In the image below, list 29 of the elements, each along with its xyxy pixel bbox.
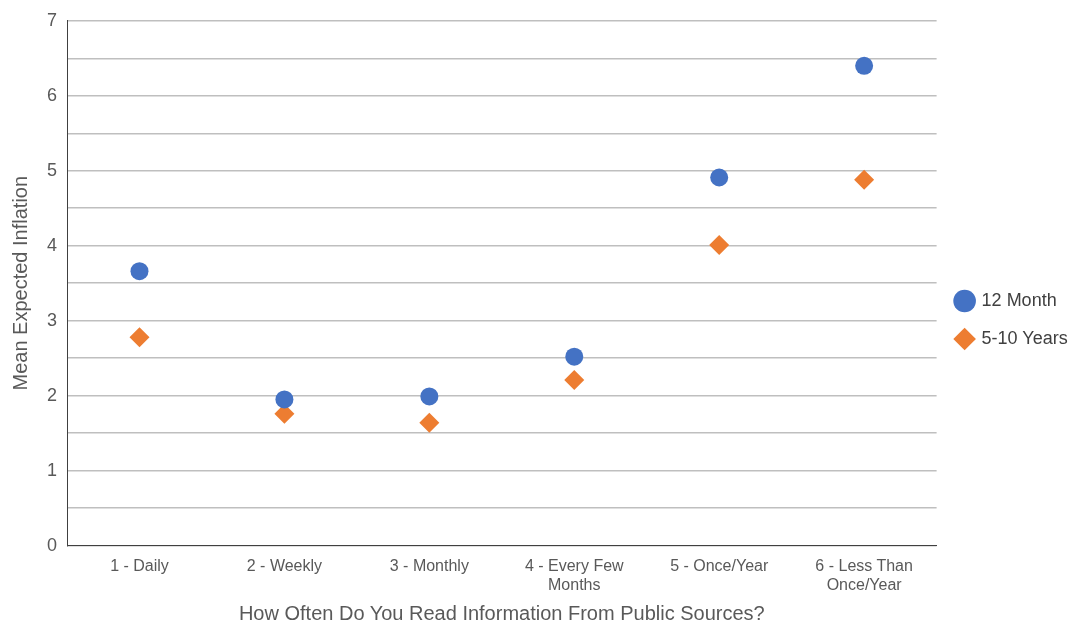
x-axis-title: How Often Do You Read Information From Public Sources?	[238, 601, 765, 624]
x-tick-label: 4 - Every Few Months	[524, 556, 625, 593]
y-tick-label: 1	[47, 459, 58, 480]
point	[130, 262, 149, 281]
point	[565, 347, 584, 366]
y-tick-label: 5	[47, 159, 58, 180]
x-tick-label: 1 - Daily	[110, 556, 169, 574]
point	[855, 56, 874, 75]
legend-label: 5-10 Years	[981, 327, 1068, 348]
x-tick-label: 3 - Monthly	[389, 556, 469, 574]
y-tick-label: 6	[47, 84, 58, 105]
point	[854, 169, 875, 190]
point	[129, 327, 150, 348]
y-tick-label: 4	[47, 234, 58, 255]
y-tick-label: 0	[47, 534, 58, 555]
y-tick-label: 3	[47, 309, 58, 330]
y-axis-title: Mean Expected Inflation	[8, 175, 31, 391]
point	[275, 390, 294, 409]
x-tick-label: 2 - Weekly	[246, 556, 323, 574]
point	[564, 369, 585, 390]
point	[709, 234, 730, 255]
point	[420, 387, 439, 406]
x-tick-label: 6 - Less Than Once/Year	[815, 556, 913, 593]
y-tick-label: 7	[47, 9, 58, 30]
x-tick-label: 5 - Once/Year	[670, 556, 769, 574]
legend-label: 12 Month	[981, 289, 1057, 310]
point	[419, 412, 440, 433]
y-tick-label: 2	[47, 384, 58, 405]
point	[710, 168, 729, 187]
